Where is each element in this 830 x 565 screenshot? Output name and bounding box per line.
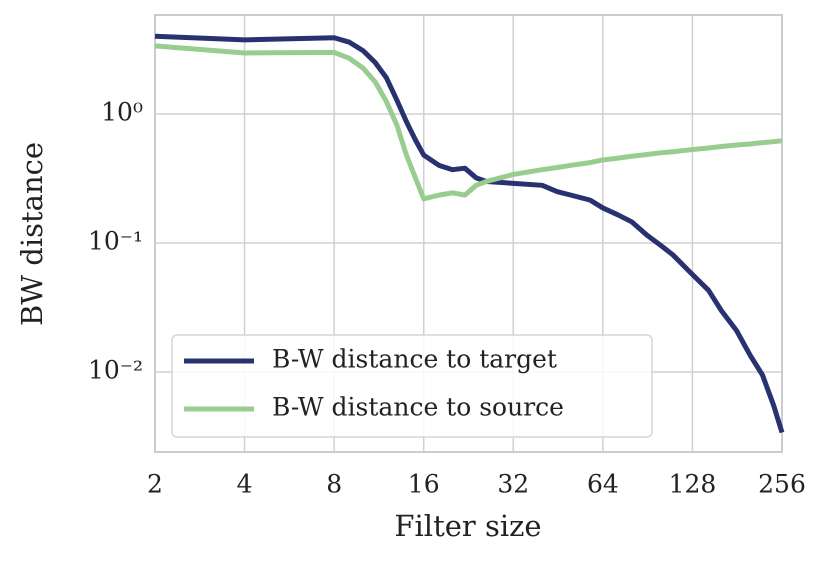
x-tick-label: 32 bbox=[497, 470, 529, 499]
x-axis-label: Filter size bbox=[394, 509, 541, 543]
y-tick-label: 10⁰ bbox=[101, 97, 143, 126]
plot-frame bbox=[154, 14, 783, 453]
legend-label: B-W distance to source bbox=[272, 393, 564, 422]
x-tick-label: 128 bbox=[669, 470, 717, 499]
x-tick-label: 8 bbox=[326, 470, 342, 499]
data-line bbox=[154, 43, 783, 202]
x-tick-label: 256 bbox=[758, 470, 806, 499]
y-tick-label: 10⁻¹ bbox=[88, 227, 143, 256]
x-tick-label: 2 bbox=[147, 470, 163, 499]
x-tick-label: 4 bbox=[237, 470, 253, 499]
x-tick-label: 16 bbox=[408, 470, 440, 499]
legend-box bbox=[171, 334, 653, 438]
y-axis-label: BW distance bbox=[15, 142, 49, 326]
data-line bbox=[154, 33, 785, 434]
x-tick-label: 64 bbox=[587, 470, 619, 499]
y-tick-label: 10⁻² bbox=[88, 356, 143, 385]
legend-label: B-W distance to target bbox=[272, 345, 557, 374]
